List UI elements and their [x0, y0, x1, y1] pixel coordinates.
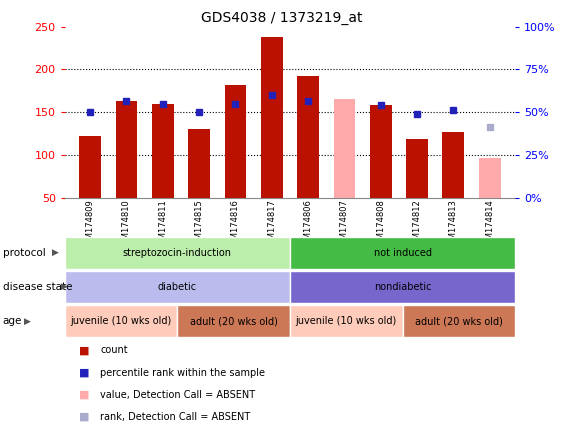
Text: not induced: not induced	[373, 248, 432, 258]
Text: juvenile (10 wks old): juvenile (10 wks old)	[70, 316, 172, 326]
Text: ■: ■	[79, 345, 90, 355]
Text: value, Detection Call = ABSENT: value, Detection Call = ABSENT	[100, 390, 256, 400]
Text: age: age	[3, 316, 22, 326]
Text: protocol: protocol	[3, 248, 46, 258]
Text: ■: ■	[79, 390, 90, 400]
Bar	[79, 136, 101, 198]
Text: adult (20 wks old): adult (20 wks old)	[415, 316, 503, 326]
Bar	[406, 139, 428, 198]
Bar	[333, 99, 355, 198]
Text: diabetic: diabetic	[158, 282, 197, 292]
Text: ▶: ▶	[52, 248, 59, 257]
Bar	[479, 158, 501, 198]
Text: ■: ■	[79, 412, 90, 422]
Bar	[261, 37, 283, 198]
Text: rank, Detection Call = ABSENT: rank, Detection Call = ABSENT	[100, 412, 251, 422]
Bar	[225, 85, 247, 198]
Text: count: count	[100, 345, 128, 355]
Bar	[152, 103, 174, 198]
Text: percentile rank within the sample: percentile rank within the sample	[100, 368, 265, 377]
Text: disease state: disease state	[3, 282, 72, 292]
Text: juvenile (10 wks old): juvenile (10 wks old)	[296, 316, 397, 326]
Text: adult (20 wks old): adult (20 wks old)	[190, 316, 278, 326]
Text: ▶: ▶	[61, 282, 68, 291]
Text: GDS4038 / 1373219_at: GDS4038 / 1373219_at	[201, 11, 362, 25]
Bar	[370, 105, 392, 198]
Text: ▶: ▶	[24, 317, 30, 325]
Text: ■: ■	[79, 368, 90, 377]
Bar	[297, 76, 319, 198]
Text: nondiabetic: nondiabetic	[374, 282, 431, 292]
Bar	[443, 132, 464, 198]
Bar	[188, 129, 210, 198]
Text: streptozocin-induction: streptozocin-induction	[123, 248, 232, 258]
Bar	[115, 101, 137, 198]
